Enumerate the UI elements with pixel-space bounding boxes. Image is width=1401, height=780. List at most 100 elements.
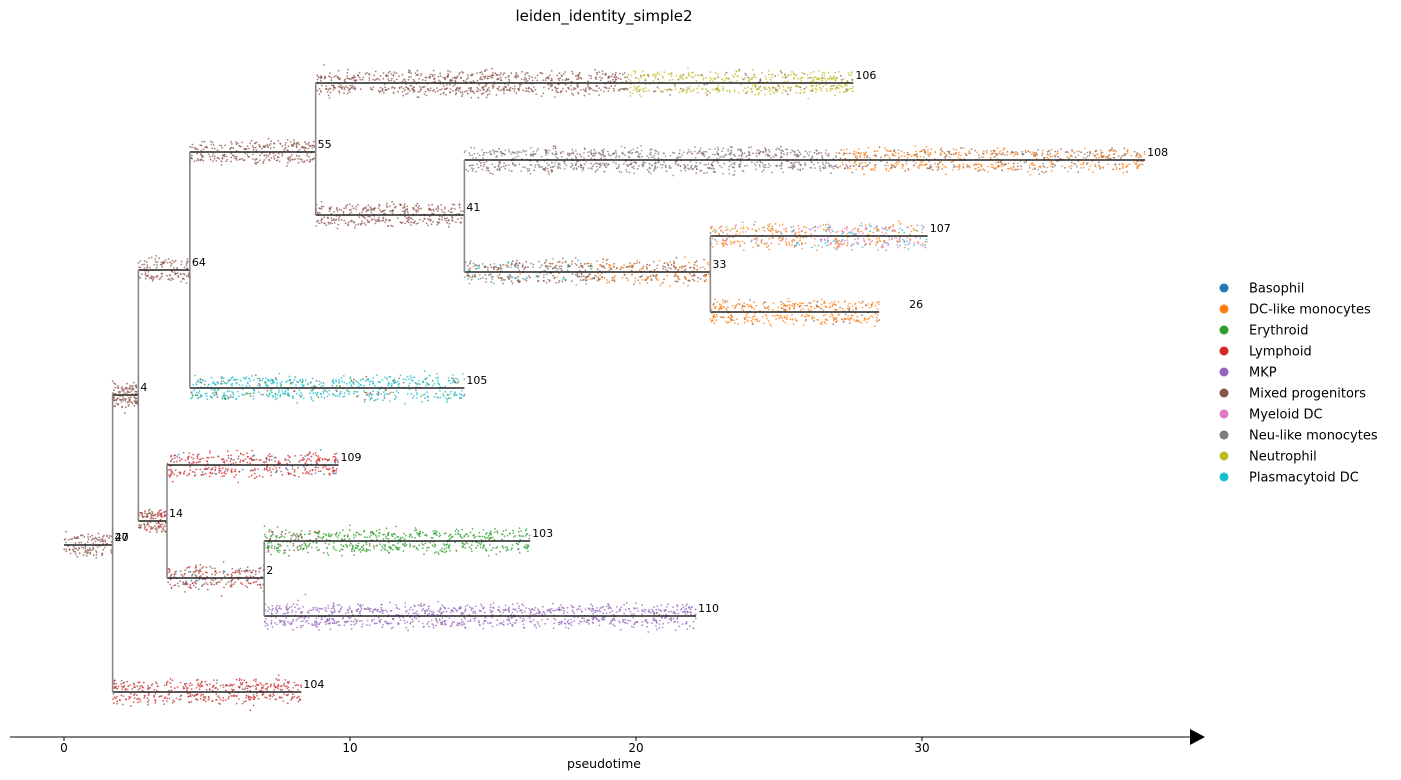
cell-point <box>371 88 374 91</box>
cell-point <box>887 228 890 230</box>
cell-point <box>819 225 822 227</box>
cell-point <box>715 240 718 243</box>
cell-point <box>113 389 115 392</box>
cell-point <box>769 229 771 232</box>
cell-point <box>753 223 755 226</box>
cell-point <box>401 80 404 83</box>
cell-point <box>1068 165 1071 168</box>
cell-point <box>416 96 419 98</box>
cell-point <box>156 261 159 263</box>
cell-point <box>103 546 106 549</box>
cell-point <box>1088 154 1091 157</box>
cell-point <box>645 278 648 280</box>
cell-point <box>311 158 314 161</box>
cell-point <box>517 266 519 269</box>
cell-point <box>919 155 922 158</box>
cell-point <box>411 218 414 221</box>
cell-point <box>635 262 638 264</box>
cell-point <box>87 533 90 535</box>
cell-point <box>509 89 512 92</box>
cell-point <box>628 163 631 166</box>
cell-point <box>604 267 606 270</box>
cell-point <box>365 71 368 74</box>
cell-point <box>686 89 689 92</box>
cell-point <box>74 553 77 555</box>
cell-point <box>292 144 295 147</box>
cell-point <box>439 93 442 96</box>
cell-point <box>752 246 755 249</box>
cell-point <box>537 279 540 282</box>
cell-point <box>710 320 713 322</box>
cell-point <box>798 227 800 230</box>
cell-point <box>125 386 128 389</box>
cell-point <box>479 162 482 165</box>
cell-point <box>353 88 356 90</box>
cell-point <box>711 167 714 170</box>
cell-point <box>846 232 849 235</box>
cell-point <box>270 140 272 143</box>
cell-point <box>909 238 912 241</box>
cell-point <box>892 164 895 167</box>
cell-point <box>124 406 127 408</box>
cell-point <box>896 163 899 166</box>
cell-point <box>819 169 822 172</box>
cell-point <box>650 278 653 280</box>
cell-point <box>755 164 757 167</box>
cell-point <box>520 78 523 81</box>
cell-point <box>778 243 780 246</box>
cell-point <box>733 91 736 93</box>
cell-point <box>640 76 642 79</box>
cell-point <box>583 163 586 166</box>
cell-point <box>901 163 904 166</box>
cell-point <box>716 243 719 245</box>
cell-point <box>890 166 893 169</box>
cell-point <box>921 244 924 247</box>
cell-point <box>94 540 97 543</box>
cell-point <box>742 309 745 312</box>
cell-point <box>845 90 848 92</box>
cell-point <box>1136 153 1139 155</box>
cell-point <box>740 155 743 157</box>
cell-point <box>619 88 622 90</box>
cell-point <box>998 152 1001 155</box>
cell-point <box>476 152 479 155</box>
cell-point <box>769 164 772 167</box>
cell-point <box>756 149 758 152</box>
cell-point <box>706 90 709 92</box>
cell-point <box>601 276 604 279</box>
cell-point <box>580 166 582 169</box>
cell-point <box>154 260 157 263</box>
cell-point <box>259 146 262 148</box>
cell-point <box>692 76 695 79</box>
cell-point <box>905 160 908 163</box>
cell-point <box>1037 168 1040 171</box>
cell-point <box>570 263 573 265</box>
cell-point <box>847 166 849 169</box>
cell-point <box>855 232 858 235</box>
cell-point <box>402 79 405 81</box>
cell-point <box>606 164 609 167</box>
cell-point <box>908 153 911 156</box>
cell-point <box>361 211 363 214</box>
cell-point <box>510 280 513 283</box>
cell-point <box>336 210 339 212</box>
cell-point <box>825 88 828 90</box>
cell-point <box>1035 151 1037 154</box>
cell-point <box>822 85 825 88</box>
cell-point <box>461 93 464 96</box>
cell-point <box>648 152 651 155</box>
cell-point <box>657 153 660 156</box>
cell-point <box>784 321 787 324</box>
cell-point <box>723 242 725 244</box>
cell-point <box>602 261 605 264</box>
cell-point <box>854 302 857 305</box>
cell-point <box>728 160 731 163</box>
cell-point <box>724 243 727 245</box>
cell-point <box>133 400 136 402</box>
cell-point <box>890 150 893 153</box>
cell-point <box>803 87 806 90</box>
cell-point <box>387 75 389 77</box>
cell-point <box>849 87 851 90</box>
cell-point <box>274 154 277 157</box>
cell-point <box>298 143 301 146</box>
